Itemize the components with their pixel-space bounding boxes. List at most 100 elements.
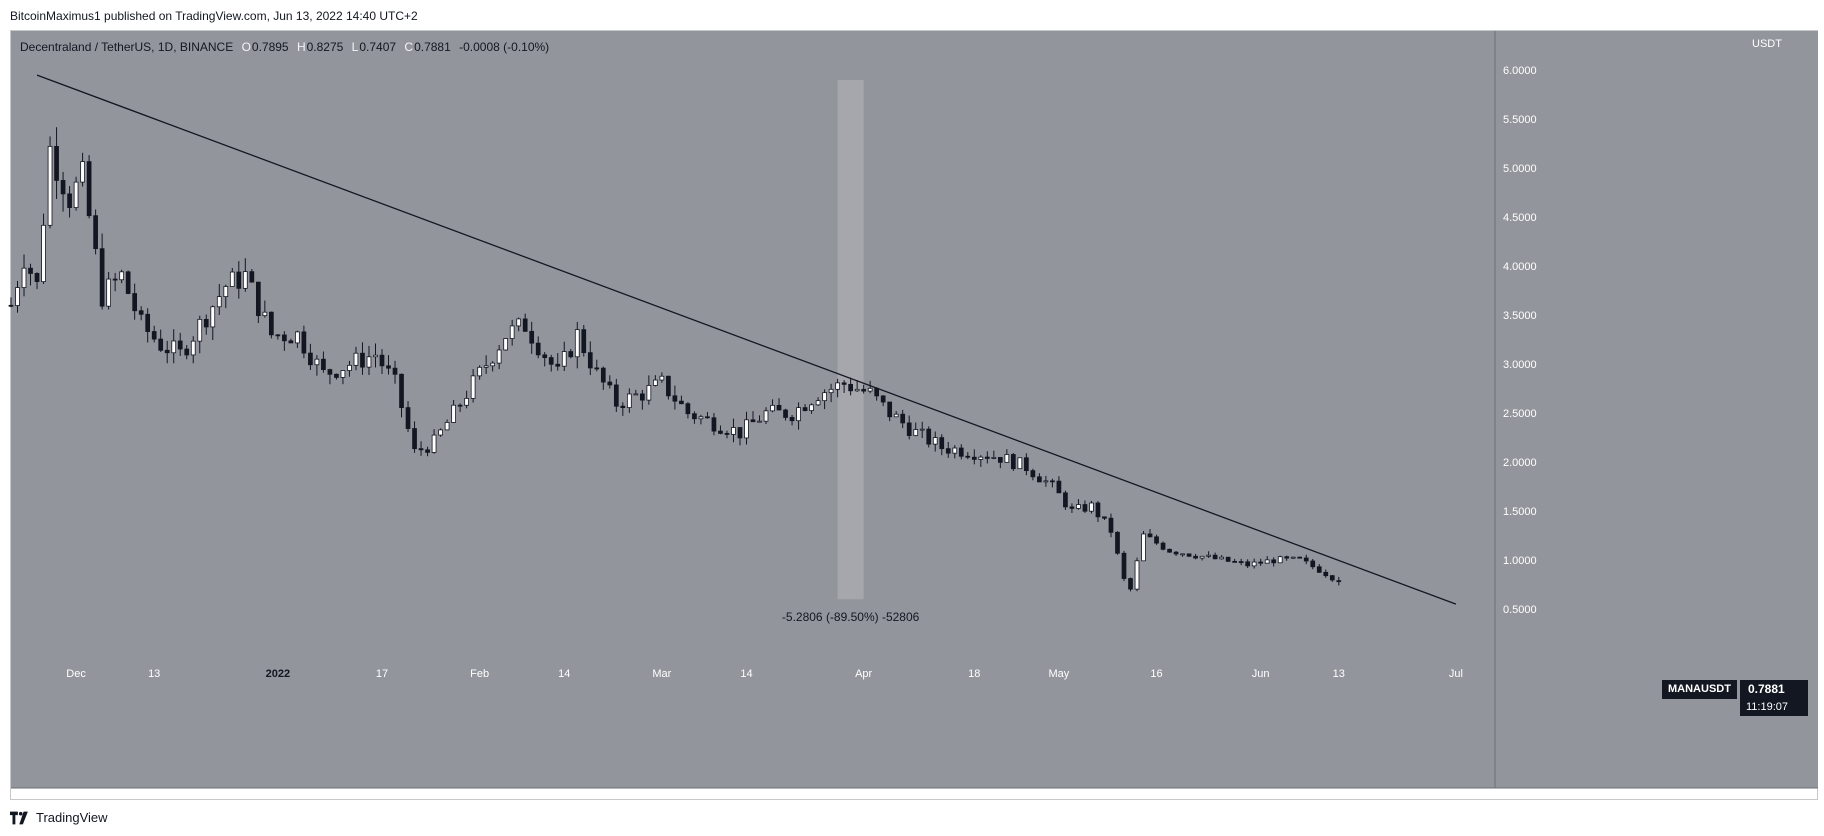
- candle-body: [379, 354, 385, 367]
- highlight-band: [837, 79, 864, 600]
- candle-body: [757, 420, 762, 423]
- x-tick-label: Mar: [652, 668, 671, 680]
- candle-body: [1284, 556, 1290, 559]
- candle-body: [106, 278, 111, 307]
- candle-body: [321, 358, 326, 370]
- candle-body: [529, 330, 535, 344]
- y-tick-label: 0.5000: [1503, 604, 1537, 616]
- candle-body: [138, 310, 144, 315]
- candle-body: [958, 447, 964, 457]
- candle-body: [854, 388, 860, 392]
- candle-body: [835, 382, 840, 390]
- candle-body: [1251, 561, 1257, 567]
- tradingview-logo-icon: [10, 811, 28, 824]
- candle-body: [203, 318, 209, 328]
- candle-body: [509, 325, 515, 339]
- candle-body: [737, 427, 743, 439]
- candle-body: [210, 306, 216, 328]
- price-unit-label: USDT: [1752, 38, 1782, 50]
- candle-body: [581, 329, 587, 354]
- y-tick-label: 1.0000: [1503, 555, 1537, 567]
- time-axis-background[interactable]: [11, 658, 1818, 788]
- y-tick-label: 4.0000: [1503, 261, 1537, 273]
- candle-body: [1043, 480, 1049, 483]
- candle-body: [971, 456, 977, 460]
- candle-body: [913, 429, 919, 436]
- candle-body: [639, 393, 645, 401]
- candle-body: [490, 362, 496, 367]
- candle-body: [522, 318, 528, 332]
- candle-body: [347, 364, 352, 371]
- candle-body: [151, 331, 157, 340]
- candle-body: [613, 384, 619, 407]
- last-price-symbol-badge: MANAUSDT: [1662, 680, 1737, 699]
- y-tick-label: 4.5000: [1503, 212, 1537, 224]
- candle-body: [1134, 560, 1140, 590]
- candle-body: [1017, 457, 1023, 470]
- candle-body: [1206, 554, 1211, 557]
- candle-body: [190, 340, 196, 356]
- footer-brand[interactable]: TradingView: [10, 810, 108, 825]
- candle-body: [268, 311, 274, 336]
- candle-body: [1186, 553, 1192, 557]
- candle-body: [125, 271, 131, 294]
- candle-body: [893, 413, 899, 418]
- candle-body: [503, 338, 509, 351]
- candle-body: [132, 293, 138, 312]
- candle-body: [216, 296, 222, 308]
- candle-body: [301, 331, 307, 354]
- x-tick-label: 17: [376, 668, 388, 680]
- candle-body: [861, 388, 867, 392]
- chart-pane[interactable]: [11, 31, 1495, 658]
- candle-body: [587, 352, 593, 369]
- candle-body: [184, 348, 190, 356]
- x-tick-label: 16: [1150, 668, 1162, 680]
- candle-body: [1336, 580, 1342, 583]
- candle-body: [822, 392, 827, 402]
- x-tick-label: 18: [968, 668, 980, 680]
- candle-body: [945, 448, 951, 454]
- candle-body: [711, 417, 717, 432]
- x-tick-label: 13: [1333, 668, 1345, 680]
- candle-body: [99, 248, 105, 307]
- bar-countdown-badge: 11:19:07: [1740, 699, 1808, 716]
- candle-body: [1245, 561, 1251, 567]
- candle-body: [1225, 556, 1231, 562]
- candle-body: [47, 146, 53, 226]
- candle-body: [93, 215, 98, 250]
- candle-body: [366, 356, 372, 368]
- candle-body: [815, 400, 821, 406]
- candle-body: [705, 416, 710, 419]
- candle-body: [1076, 504, 1081, 509]
- candle-body: [8, 304, 14, 307]
- candle-body: [1082, 504, 1088, 512]
- candle-body: [444, 422, 450, 431]
- candle-body: [607, 381, 613, 386]
- candle-body: [1108, 517, 1114, 533]
- legend-symbol[interactable]: Decentraland / TetherUS, 1D, BINANCE: [20, 40, 234, 54]
- candle-body: [1095, 502, 1101, 518]
- candle-body: [1323, 571, 1329, 577]
- descending-trendline: [36, 74, 1457, 605]
- candle-body: [1173, 551, 1179, 555]
- candle-body: [1050, 480, 1055, 483]
- candle-body: [171, 340, 177, 354]
- candle-body: [242, 271, 248, 289]
- candle-body: [438, 429, 443, 436]
- candle-body: [1004, 454, 1010, 463]
- y-tick-label: 5.5000: [1503, 114, 1537, 126]
- candle-body: [542, 354, 548, 358]
- candle-body: [692, 413, 697, 420]
- price-axis-background[interactable]: [1495, 31, 1818, 658]
- candle-body: [177, 340, 183, 350]
- candle-body: [841, 382, 847, 385]
- candle-body: [164, 349, 170, 354]
- candle-body: [373, 354, 378, 358]
- candle-body: [1154, 536, 1159, 544]
- candle-body: [809, 404, 814, 412]
- candle-body: [1069, 506, 1075, 509]
- candle-body: [698, 416, 704, 420]
- candle-body: [197, 318, 203, 342]
- candle-body: [633, 393, 639, 396]
